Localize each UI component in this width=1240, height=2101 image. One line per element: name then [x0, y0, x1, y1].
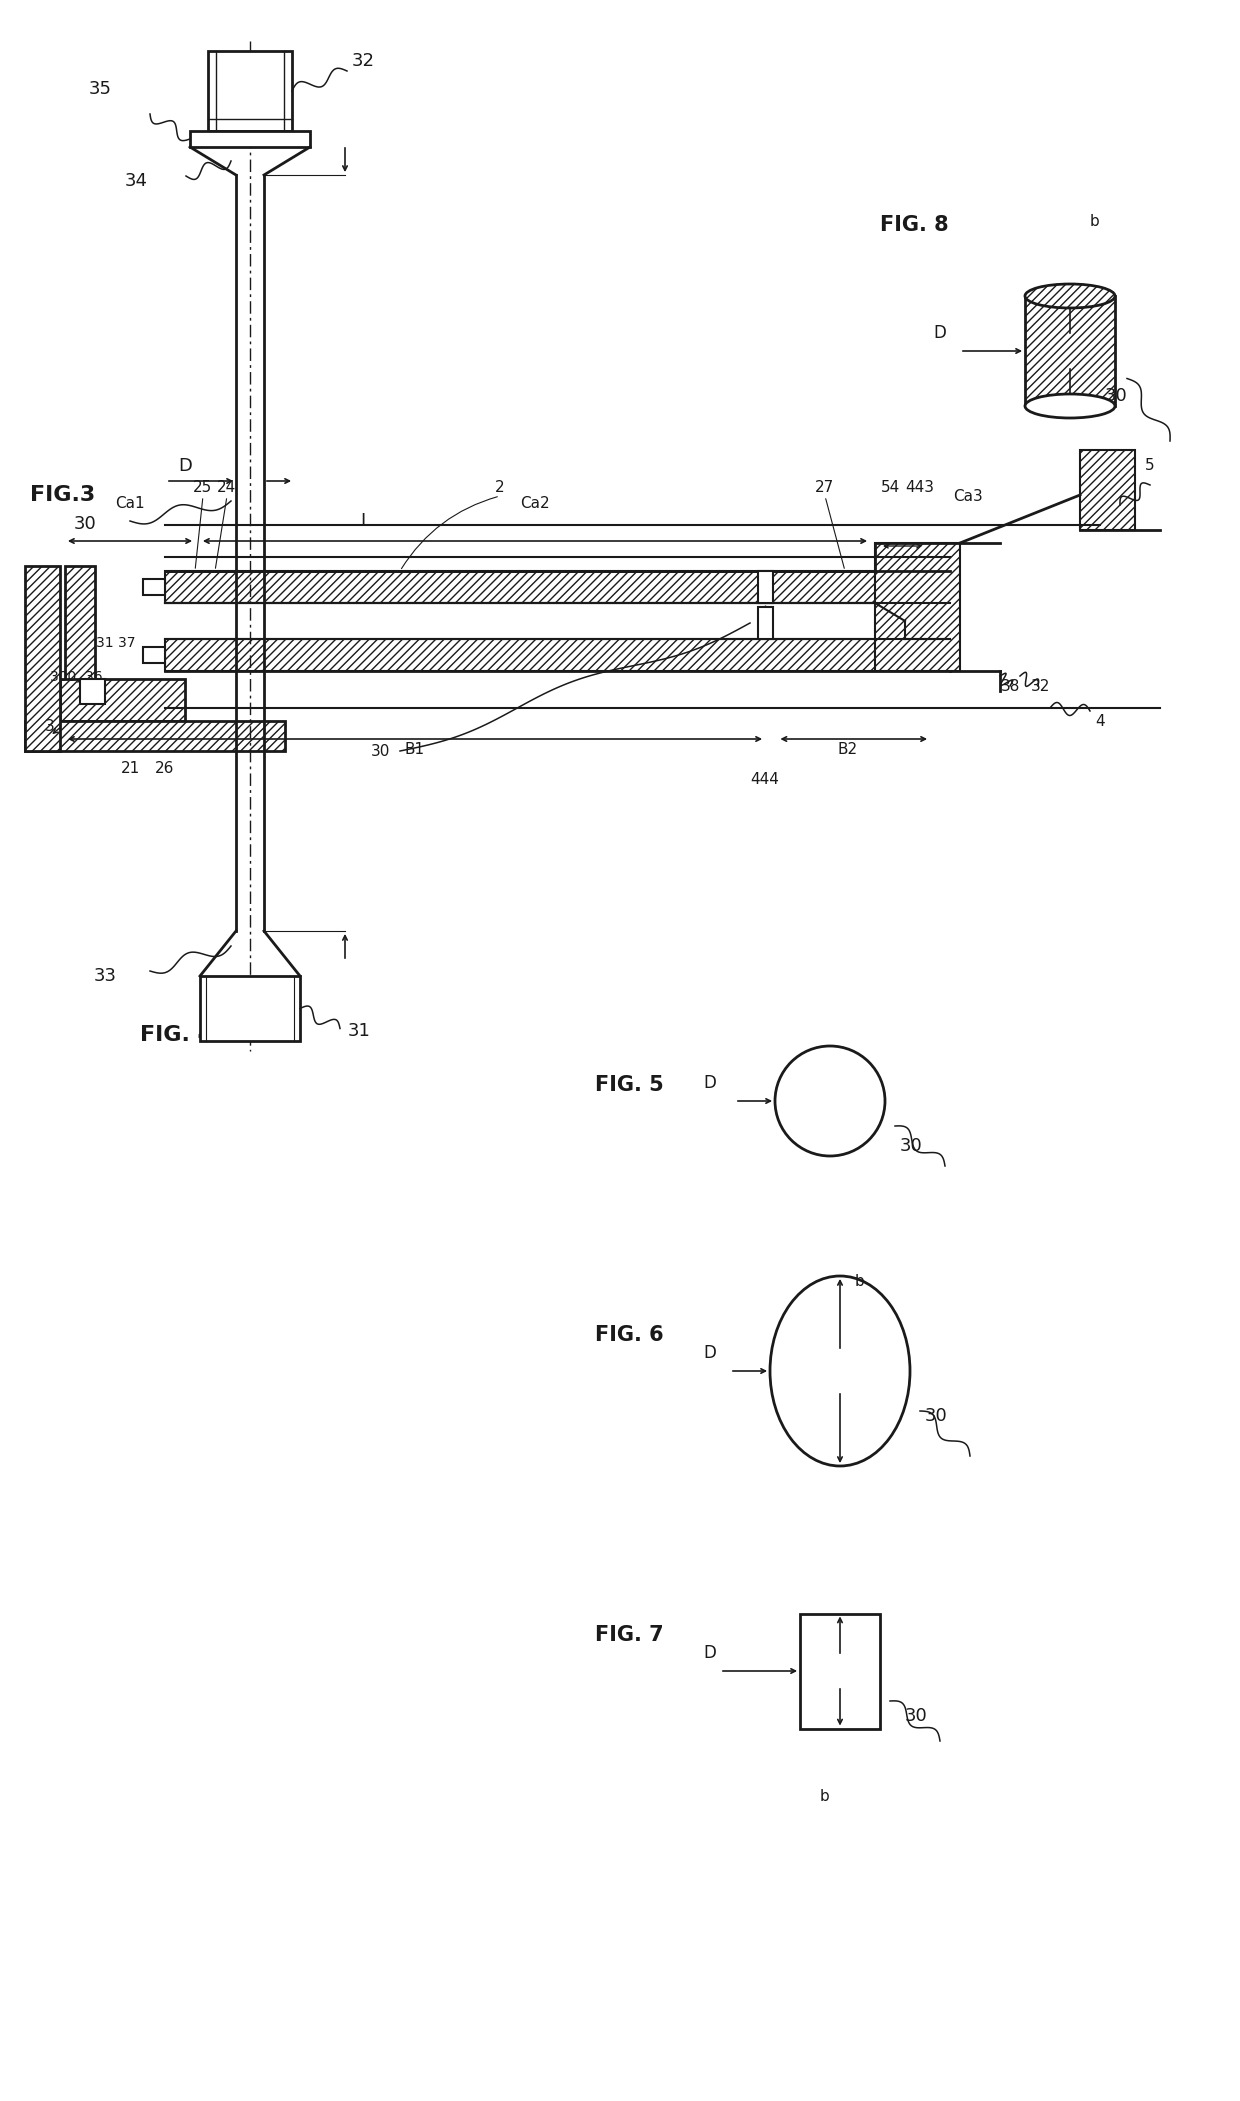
- Text: 38: 38: [1001, 679, 1019, 693]
- Text: D: D: [703, 1345, 717, 1361]
- Text: 444: 444: [750, 771, 780, 788]
- Bar: [165, 639, 950, 670]
- Text: 24: 24: [217, 479, 237, 496]
- Bar: [1025, 296, 1115, 405]
- Bar: [25, 565, 60, 750]
- Text: 27: 27: [816, 479, 835, 496]
- Text: B1: B1: [405, 742, 425, 756]
- Text: FIG.3: FIG.3: [30, 485, 95, 504]
- Text: D: D: [934, 324, 946, 342]
- Text: D: D: [703, 1643, 717, 1662]
- Bar: [25, 721, 285, 750]
- Bar: [81, 679, 105, 704]
- Text: FIG. 8: FIG. 8: [880, 214, 949, 235]
- Text: B2: B2: [837, 742, 858, 756]
- Bar: [208, 50, 291, 130]
- Text: 31: 31: [348, 1023, 371, 1040]
- Text: 54: 54: [880, 479, 900, 496]
- Text: L: L: [360, 513, 370, 529]
- Text: 30: 30: [925, 1408, 947, 1424]
- Text: FIG. 6: FIG. 6: [595, 1326, 663, 1345]
- Text: 30: 30: [371, 744, 389, 758]
- Text: b: b: [820, 1788, 830, 1805]
- Text: FIG. 4: FIG. 4: [140, 1025, 213, 1044]
- Bar: [875, 542, 960, 670]
- Text: D: D: [179, 458, 192, 475]
- Text: 32: 32: [352, 53, 374, 69]
- Text: Ca1: Ca1: [115, 496, 145, 511]
- Text: 34: 34: [124, 172, 148, 189]
- Text: 35: 35: [88, 80, 112, 99]
- Text: b: b: [856, 1273, 864, 1290]
- Text: 21: 21: [120, 761, 140, 775]
- Text: Ca2: Ca2: [521, 496, 549, 511]
- Text: 30: 30: [900, 1137, 923, 1156]
- Bar: [758, 607, 773, 639]
- Text: 3: 3: [45, 719, 55, 733]
- Bar: [758, 571, 773, 603]
- Bar: [60, 679, 185, 721]
- Bar: [64, 565, 95, 721]
- Bar: [200, 977, 300, 1040]
- Text: 4: 4: [1095, 714, 1105, 729]
- Text: 2: 2: [495, 479, 505, 496]
- Text: 443: 443: [905, 479, 935, 496]
- Text: 33: 33: [93, 966, 117, 985]
- Text: 30: 30: [1105, 387, 1127, 405]
- Text: 5: 5: [1146, 458, 1154, 473]
- Text: Ca3: Ca3: [954, 490, 983, 504]
- Bar: [1080, 450, 1135, 529]
- Ellipse shape: [1025, 284, 1115, 309]
- Text: 300, 36: 300, 36: [50, 670, 103, 685]
- Text: 26: 26: [155, 761, 175, 775]
- Bar: [165, 571, 950, 603]
- Text: FIG. 5: FIG. 5: [595, 1076, 663, 1095]
- Text: 30: 30: [905, 1706, 928, 1725]
- Text: 32: 32: [1030, 679, 1050, 693]
- Text: FIG. 7: FIG. 7: [595, 1624, 663, 1645]
- Ellipse shape: [1025, 395, 1115, 418]
- Text: b: b: [1090, 214, 1100, 229]
- Text: 31 37: 31 37: [95, 637, 135, 649]
- Bar: [190, 130, 310, 147]
- Text: D: D: [703, 1074, 717, 1093]
- Text: 25: 25: [193, 479, 212, 496]
- Bar: [143, 647, 165, 664]
- Bar: [143, 580, 165, 595]
- Bar: [800, 1614, 880, 1729]
- Text: 30: 30: [73, 515, 97, 534]
- Ellipse shape: [770, 1275, 910, 1466]
